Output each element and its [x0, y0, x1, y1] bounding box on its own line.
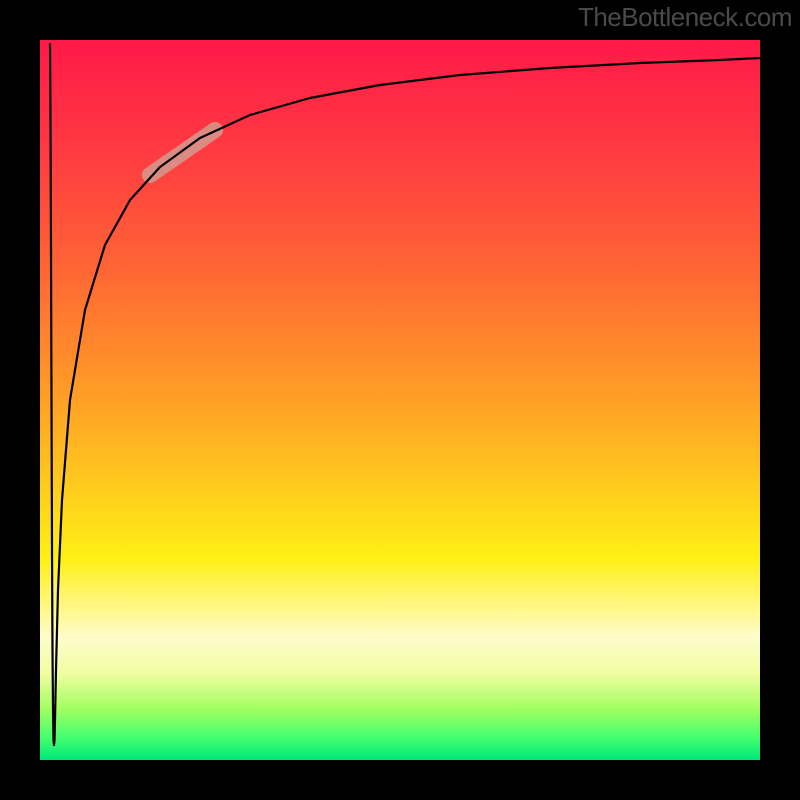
watermark-text: TheBottleneck.com [578, 2, 792, 33]
bottleneck-chart: TheBottleneck.com [0, 0, 800, 800]
plot-background [40, 40, 760, 760]
chart-svg [0, 0, 800, 800]
